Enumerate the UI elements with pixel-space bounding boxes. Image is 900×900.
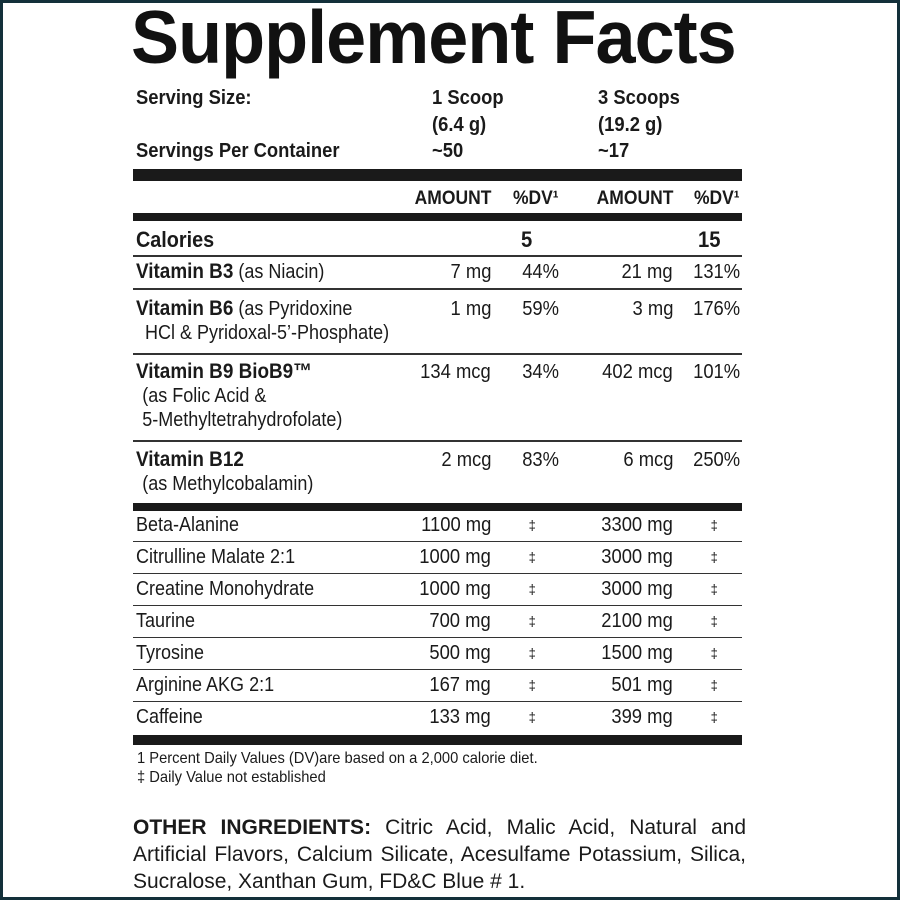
other-ingredients: OTHER INGREDIENTS: Citric Acid, Malic Ac… [133, 814, 746, 895]
header-amount-1: AMOUNT [414, 188, 491, 209]
dv-2: ‡ [710, 581, 718, 597]
dv-1: 34% [522, 361, 559, 383]
dv-1: ‡ [528, 613, 536, 629]
ingredient-name: Citrulline Malate 2:1 [136, 546, 296, 568]
ingredient-name: Beta-Alanine [136, 514, 240, 536]
dv-2: ‡ [710, 549, 718, 565]
dv-2: 250% [692, 449, 740, 471]
amount-2: 6 mcg [622, 449, 673, 471]
ingredient-name: Tyrosine [136, 642, 205, 664]
divider [133, 573, 742, 574]
serving-2-count: ~17 [598, 140, 630, 162]
dv-2: ‡ [710, 709, 718, 725]
amount-2: 3 mg [632, 298, 673, 320]
divider-thick [133, 735, 742, 745]
header-dv-2: %DV¹ [694, 188, 740, 209]
serving-2-size: 3 Scoops [598, 87, 680, 109]
divider [133, 637, 742, 638]
other-ingredients-text: Citric Acid, Malic Acid, Natural and Art… [133, 816, 746, 893]
vitamin-detail: (as Niacin) [233, 261, 325, 283]
amount-2: 3000 mg [601, 578, 673, 600]
footnote-dv: 1 Percent Daily Values (DV)are based on … [137, 750, 538, 767]
amount-2: 3300 mg [601, 514, 673, 536]
dv-1: ‡ [528, 645, 536, 661]
other-ingredients-label: OTHER INGREDIENTS: [133, 816, 372, 839]
footnote-dagger: ‡ Daily Value not established [137, 769, 326, 786]
amount-1: 2 mcg [440, 449, 491, 471]
divider [133, 605, 742, 606]
dv-2: ‡ [710, 677, 718, 693]
calories-label: Calories [136, 227, 215, 252]
amount-1: 1000 mg [419, 578, 491, 600]
divider [133, 255, 742, 257]
ingredient-name: Taurine [136, 610, 196, 632]
divider [133, 701, 742, 702]
vitamin-name: Vitamin B12 [136, 448, 244, 471]
serving-1-size: 1 Scoop [432, 87, 504, 109]
divider-thick [133, 169, 742, 181]
amount-2: 402 mcg [602, 361, 673, 383]
amount-1: 167 mg [429, 674, 491, 696]
divider-thick [133, 213, 742, 221]
vitamin-source: (as Folic Acid & [142, 385, 267, 407]
header-amount-2: AMOUNT [596, 188, 673, 209]
amount-1: 500 mg [429, 642, 491, 664]
calories-amount-1: 5 [520, 227, 532, 252]
amount-1: 134 mcg [420, 361, 491, 383]
dv-2: ‡ [710, 645, 718, 661]
dv-2: ‡ [710, 517, 718, 533]
dv-2: ‡ [710, 613, 718, 629]
dv-1: 44% [522, 261, 559, 283]
vitamin-detail: (as Pyridoxine [233, 298, 353, 320]
divider-thick [133, 503, 742, 511]
amount-2: 501 mg [611, 674, 673, 696]
amount-1: 1000 mg [419, 546, 491, 568]
dv-1: ‡ [528, 517, 536, 533]
label-title: Supplement Facts [131, 0, 737, 79]
vitamin-name: Vitamin B3 [136, 260, 234, 283]
ingredient-name: Caffeine [136, 706, 203, 728]
dv-2: 176% [692, 298, 740, 320]
amount-2: 1500 mg [601, 642, 673, 664]
servings-per-container-label: Servings Per Container [136, 140, 340, 162]
amount-2: 21 mg [621, 261, 673, 283]
dv-2: 101% [692, 361, 740, 383]
dv-1: ‡ [528, 677, 536, 693]
amount-1: 7 mg [450, 261, 491, 283]
header-dv-1: %DV¹ [513, 188, 559, 209]
amount-2: 399 mg [611, 706, 673, 728]
vitamin-source: 5-Methyltetrahydrofolate) [142, 409, 343, 431]
dv-1: ‡ [528, 709, 536, 725]
vitamin-source: HCl & Pyridoxal-5’-Phosphate) [145, 322, 390, 344]
amount-1: 1100 mg [420, 514, 491, 536]
amount-2: 2100 mg [601, 610, 673, 632]
dv-1: 83% [522, 449, 559, 471]
divider [133, 288, 742, 290]
dv-1: ‡ [528, 581, 536, 597]
serving-1-count: ~50 [432, 140, 464, 162]
divider [133, 541, 742, 542]
ingredient-name: Creatine Monohydrate [136, 578, 315, 600]
vitamin-name: Vitamin B9 BioB9™ [136, 360, 313, 383]
divider [133, 353, 742, 355]
amount-1: 1 mg [450, 298, 491, 320]
vitamin-name: Vitamin B6 [136, 297, 234, 320]
amount-2: 3000 mg [601, 546, 673, 568]
amount-1: 700 mg [429, 610, 491, 632]
calories-amount-2: 15 [697, 227, 720, 252]
dv-1: ‡ [528, 549, 536, 565]
dv-1: 59% [522, 298, 559, 320]
serving-size-label: Serving Size: [136, 87, 252, 109]
dv-2: 131% [692, 261, 740, 283]
divider [133, 440, 742, 442]
vitamin-source: (as Methylcobalamin) [142, 473, 314, 495]
divider [133, 669, 742, 670]
serving-1-grams: (6.4 g) [432, 114, 487, 136]
serving-2-grams: (19.2 g) [598, 114, 663, 136]
amount-1: 133 mg [429, 706, 491, 728]
ingredient-name: Arginine AKG 2:1 [136, 674, 275, 696]
